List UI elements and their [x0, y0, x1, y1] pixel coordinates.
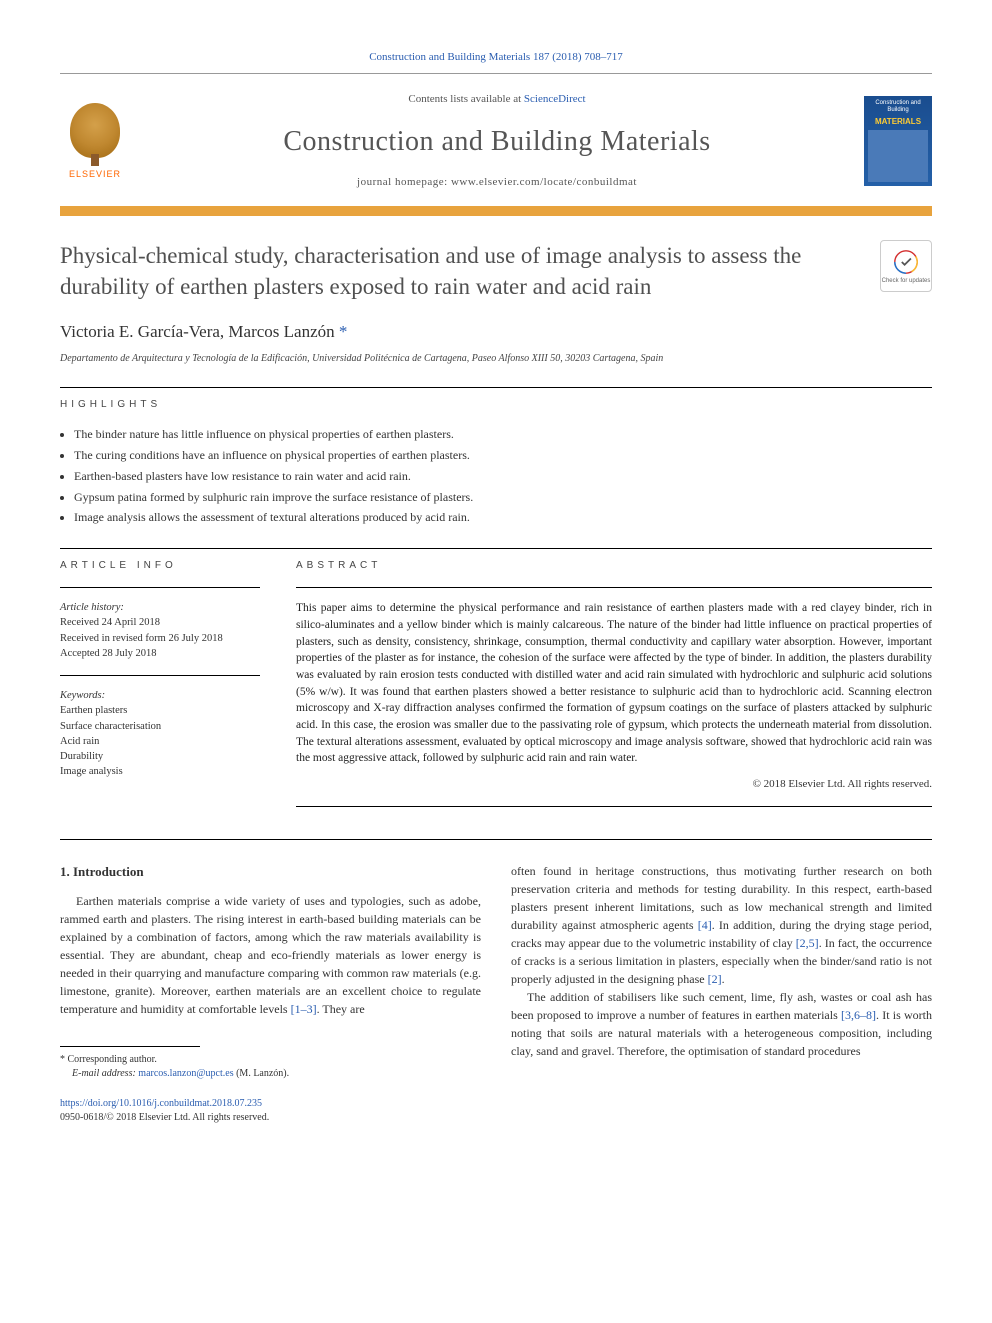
homepage-prefix: journal homepage:	[357, 176, 451, 188]
doi-block: https://doi.org/10.1016/j.conbuildmat.20…	[60, 1097, 481, 1125]
keywords-label: Keywords:	[60, 690, 105, 701]
citation-header[interactable]: Construction and Building Materials 187 …	[60, 50, 932, 65]
abstract-text: This paper aims to determine the physica…	[296, 600, 932, 767]
header-center: Contents lists available at ScienceDirec…	[150, 92, 844, 190]
rule-above-info	[60, 548, 932, 549]
abstract-column: ABSTRACT This paper aims to determine th…	[296, 559, 932, 817]
crossmark-icon	[892, 248, 920, 276]
citation-link[interactable]: Construction and Building Materials 187 …	[369, 51, 623, 63]
intro-paragraph-2: The addition of stabilisers like such ce…	[511, 988, 932, 1060]
body-column-right: often found in heritage constructions, t…	[511, 862, 932, 1125]
title-row: Physical-chemical study, characterisatio…	[60, 240, 932, 302]
journal-header: ELSEVIER Contents lists available at Sci…	[60, 84, 932, 202]
elsevier-tree-icon	[70, 103, 120, 158]
check-updates-label: Check for updates	[882, 278, 931, 284]
article-info-column: ARTICLE INFO Article history: Received 2…	[60, 559, 260, 817]
publisher-name: ELSEVIER	[69, 168, 121, 181]
highlight-item: The curing conditions have an influence …	[74, 447, 932, 464]
orange-divider-bar	[60, 206, 932, 216]
email-link[interactable]: marcos.lanzon@upct.es	[138, 1068, 233, 1079]
corresponding-marker[interactable]: *	[339, 322, 348, 341]
contents-available-line: Contents lists available at ScienceDirec…	[150, 92, 844, 107]
rule-above-highlights	[60, 387, 932, 388]
highlights-label: HIGHLIGHTS	[60, 398, 932, 412]
check-updates-badge[interactable]: Check for updates	[880, 240, 932, 292]
received-date: Received 24 April 2018	[60, 617, 160, 628]
homepage-link[interactable]: www.elsevier.com/locate/conbuildmat	[451, 176, 637, 188]
footnote-rule	[60, 1046, 200, 1047]
cover-image-placeholder	[868, 130, 928, 183]
footer-block: * Corresponding author. E-mail address: …	[60, 1046, 481, 1125]
article-history-block: Article history: Received 24 April 2018 …	[60, 600, 260, 661]
sciencedirect-link[interactable]: ScienceDirect	[524, 93, 586, 105]
journal-cover-thumbnail[interactable]: Construction and Building MATERIALS	[864, 96, 932, 186]
intro-paragraph-1-cont: often found in heritage constructions, t…	[511, 862, 932, 988]
copyright-line: © 2018 Elsevier Ltd. All rights reserved…	[296, 777, 932, 792]
highlight-item: Earthen-based plasters have low resistan…	[74, 468, 932, 485]
keyword: Acid rain	[60, 734, 260, 749]
corresponding-author-note: * Corresponding author.	[60, 1053, 481, 1067]
email-author-name: (M. Lanzón).	[236, 1068, 289, 1079]
intro-paragraph-1: Earthen materials comprise a wide variet…	[60, 892, 481, 1018]
journal-name: Construction and Building Materials	[150, 122, 844, 161]
full-width-rule	[60, 839, 932, 840]
reference-link[interactable]: [1–3]	[291, 1002, 317, 1016]
revised-date: Received in revised form 26 July 2018	[60, 633, 223, 644]
authors-names: Victoria E. García-Vera, Marcos Lanzón	[60, 322, 335, 341]
authors-line: Victoria E. García-Vera, Marcos Lanzón *	[60, 320, 932, 344]
body-column-left: 1. Introduction Earthen materials compri…	[60, 862, 481, 1125]
highlight-item: Gypsum patina formed by sulphuric rain i…	[74, 489, 932, 506]
highlight-item: Image analysis allows the assessment of …	[74, 509, 932, 526]
keyword: Earthen plasters	[60, 703, 260, 718]
intro-text: Earthen materials comprise a wide variet…	[60, 894, 481, 1016]
keyword: Image analysis	[60, 764, 260, 779]
homepage-line: journal homepage: www.elsevier.com/locat…	[150, 175, 844, 190]
reference-link[interactable]: [3,6–8]	[841, 1008, 876, 1022]
info-divider-2	[60, 675, 260, 676]
keyword: Durability	[60, 749, 260, 764]
cover-materials: MATERIALS	[868, 116, 928, 127]
abstract-divider	[296, 587, 932, 588]
info-divider-1	[60, 587, 260, 588]
page-root: Construction and Building Materials 187 …	[0, 0, 992, 1165]
article-info-label: ARTICLE INFO	[60, 559, 260, 573]
affiliation: Departamento de Arquitectura y Tecnologí…	[60, 352, 932, 365]
reference-link[interactable]: [2,5]	[796, 936, 819, 950]
intro-text: .	[722, 972, 725, 986]
publisher-logo[interactable]: ELSEVIER	[60, 101, 130, 181]
reference-link[interactable]: [4]	[698, 918, 712, 932]
accepted-date: Accepted 28 July 2018	[60, 648, 157, 659]
keywords-block: Keywords: Earthen plasters Surface chara…	[60, 688, 260, 779]
doi-link[interactable]: https://doi.org/10.1016/j.conbuildmat.20…	[60, 1098, 262, 1109]
top-divider	[60, 73, 932, 74]
body-two-columns: 1. Introduction Earthen materials compri…	[60, 862, 932, 1125]
highlight-item: The binder nature has little influence o…	[74, 426, 932, 443]
cover-title: Construction and Building	[868, 100, 928, 113]
highlights-list: The binder nature has little influence o…	[60, 426, 932, 526]
email-line: E-mail address: marcos.lanzon@upct.es (M…	[60, 1067, 481, 1081]
history-label: Article history:	[60, 602, 124, 613]
contents-prefix: Contents lists available at	[408, 93, 523, 105]
email-label: E-mail address:	[72, 1068, 136, 1079]
issn-copyright: 0950-0618/© 2018 Elsevier Ltd. All right…	[60, 1112, 269, 1123]
info-abstract-row: ARTICLE INFO Article history: Received 2…	[60, 559, 932, 817]
abstract-label: ABSTRACT	[296, 559, 932, 573]
abstract-bottom-divider	[296, 806, 932, 807]
keyword: Surface characterisation	[60, 719, 260, 734]
intro-text: . They are	[317, 1002, 365, 1016]
intro-heading: 1. Introduction	[60, 862, 481, 882]
reference-link[interactable]: [2]	[708, 972, 722, 986]
article-title: Physical-chemical study, characterisatio…	[60, 240, 860, 302]
